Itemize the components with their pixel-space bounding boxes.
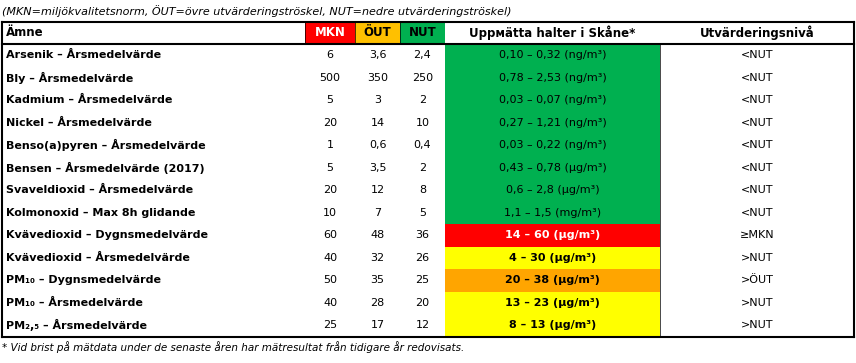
Text: <NUT: <NUT: [740, 185, 773, 195]
Text: PM₁₀ – Dygnsmedelvärde: PM₁₀ – Dygnsmedelvärde: [6, 275, 161, 285]
Text: 5: 5: [326, 95, 334, 105]
Text: Kadmium – Årsmedelvärde: Kadmium – Årsmedelvärde: [6, 95, 172, 105]
Text: 32: 32: [371, 253, 384, 263]
Text: 25: 25: [323, 320, 337, 330]
Text: 3: 3: [374, 95, 381, 105]
Text: 6: 6: [326, 50, 334, 60]
Text: 12: 12: [415, 320, 430, 330]
Text: <NUT: <NUT: [740, 118, 773, 128]
Text: 350: 350: [367, 73, 388, 83]
Text: 10: 10: [415, 118, 430, 128]
Text: 20: 20: [323, 185, 337, 195]
Text: 36: 36: [415, 230, 430, 240]
Text: NUT: NUT: [408, 26, 437, 40]
Text: <NUT: <NUT: [740, 50, 773, 60]
Text: <NUT: <NUT: [740, 73, 773, 83]
Text: <NUT: <NUT: [740, 163, 773, 173]
Text: 20: 20: [323, 118, 337, 128]
Text: 500: 500: [319, 73, 341, 83]
Text: Bly – Årsmedelvärde: Bly – Årsmedelvärde: [6, 72, 134, 84]
Text: Ämne: Ämne: [6, 26, 44, 40]
Text: 0,78 – 2,53 (ng/m³): 0,78 – 2,53 (ng/m³): [499, 73, 606, 83]
Text: 7: 7: [374, 208, 381, 218]
Text: 0,6 – 2,8 (µg/m³): 0,6 – 2,8 (µg/m³): [506, 185, 599, 195]
Text: 2: 2: [419, 95, 426, 105]
Text: Kolmonoxid – Max 8h glidande: Kolmonoxid – Max 8h glidande: [6, 208, 195, 218]
Text: 60: 60: [323, 230, 337, 240]
Text: 13 – 23 (µg/m³): 13 – 23 (µg/m³): [505, 298, 600, 308]
Text: 28: 28: [371, 298, 384, 308]
Text: >NUT: >NUT: [740, 298, 773, 308]
Text: 40: 40: [323, 298, 337, 308]
Text: <NUT: <NUT: [740, 140, 773, 150]
Text: 1: 1: [326, 140, 334, 150]
Text: 5: 5: [419, 208, 426, 218]
Text: 20 – 38 (µg/m³): 20 – 38 (µg/m³): [505, 275, 600, 285]
Text: 12: 12: [371, 185, 384, 195]
Text: 8: 8: [419, 185, 426, 195]
Text: 20: 20: [415, 298, 430, 308]
Text: Uppмätta halter i Skåne*: Uppмätta halter i Skåne*: [469, 26, 636, 40]
Text: 35: 35: [371, 275, 384, 285]
Text: Utvärderingsnivå: Utvärderingsnivå: [699, 26, 814, 40]
Text: 2: 2: [419, 163, 426, 173]
Text: 0,6: 0,6: [369, 140, 386, 150]
Text: 0,43 – 0,78 (µg/m³): 0,43 – 0,78 (µg/m³): [499, 163, 606, 173]
Text: >ÖUT: >ÖUT: [740, 275, 774, 285]
Text: MKN: MKN: [314, 26, 346, 40]
Text: 17: 17: [371, 320, 384, 330]
Text: * Vid brist på mätdata under de senaste åren har mätresultat från tidigare år re: * Vid brist på mätdata under de senaste …: [2, 342, 464, 354]
Text: Bensen – Årsmedelvärde (2017): Bensen – Årsmedelvärde (2017): [6, 162, 205, 174]
Text: >NUT: >NUT: [740, 320, 773, 330]
Text: 0,03 – 0,07 (ng/m³): 0,03 – 0,07 (ng/m³): [499, 95, 606, 105]
Text: ≥MKN: ≥MKN: [740, 230, 775, 240]
Text: PM₂,₅ – Årsmedelvärde: PM₂,₅ – Årsmedelvärde: [6, 319, 147, 331]
Text: 50: 50: [323, 275, 337, 285]
Text: 40: 40: [323, 253, 337, 263]
Text: 14 – 60 (µg/m³): 14 – 60 (µg/m³): [505, 230, 600, 240]
Text: Kvävedioxid – Dygnsmedelvärde: Kvävedioxid – Dygnsmedelvärde: [6, 230, 208, 240]
Text: Kvävedioxid – Årsmedelvärde: Kvävedioxid – Årsmedelvärde: [6, 253, 190, 263]
Text: 26: 26: [415, 253, 430, 263]
Text: <NUT: <NUT: [740, 208, 773, 218]
Text: >NUT: >NUT: [740, 253, 773, 263]
Text: 48: 48: [371, 230, 384, 240]
Text: 0,10 – 0,32 (ng/m³): 0,10 – 0,32 (ng/m³): [499, 50, 606, 60]
Text: Nickel – Årsmedelvärde: Nickel – Årsmedelvärde: [6, 118, 152, 128]
Text: 25: 25: [415, 275, 430, 285]
Text: 0,03 – 0,22 (ng/m³): 0,03 – 0,22 (ng/m³): [499, 140, 606, 150]
Text: 250: 250: [412, 73, 433, 83]
Text: 2,4: 2,4: [413, 50, 431, 60]
Text: ÖUT: ÖUT: [364, 26, 391, 40]
Text: 3,6: 3,6: [369, 50, 386, 60]
Text: PM₁₀ – Årsmedelvärde: PM₁₀ – Årsmedelvärde: [6, 298, 143, 308]
Text: 8 – 13 (µg/m³): 8 – 13 (µg/m³): [508, 320, 596, 330]
Text: 1,1 – 1,5 (mg/m³): 1,1 – 1,5 (mg/m³): [504, 208, 601, 218]
Text: 3,5: 3,5: [369, 163, 386, 173]
Text: 5: 5: [326, 163, 334, 173]
Text: Benso(a)pyren – Årsmedelvärde: Benso(a)pyren – Årsmedelvärde: [6, 139, 205, 151]
Text: <NUT: <NUT: [740, 95, 773, 105]
Text: (MKN=miljökvalitetsnorm, ÖUT=övre utvärderingströskel, NUT=nedre utvärderingströ: (MKN=miljökvalitetsnorm, ÖUT=övre utvärd…: [2, 5, 512, 17]
Text: 14: 14: [371, 118, 384, 128]
Text: 0,27 – 1,21 (ng/m³): 0,27 – 1,21 (ng/m³): [499, 118, 606, 128]
Text: 10: 10: [323, 208, 337, 218]
Text: 4 – 30 (µg/m³): 4 – 30 (µg/m³): [508, 253, 596, 263]
Text: 0,4: 0,4: [413, 140, 431, 150]
Text: Svaveldioxid – Årsmedelvärde: Svaveldioxid – Årsmedelvärde: [6, 185, 193, 195]
Text: Arsenik – Årsmedelvärde: Arsenik – Årsmedelvärde: [6, 50, 161, 60]
